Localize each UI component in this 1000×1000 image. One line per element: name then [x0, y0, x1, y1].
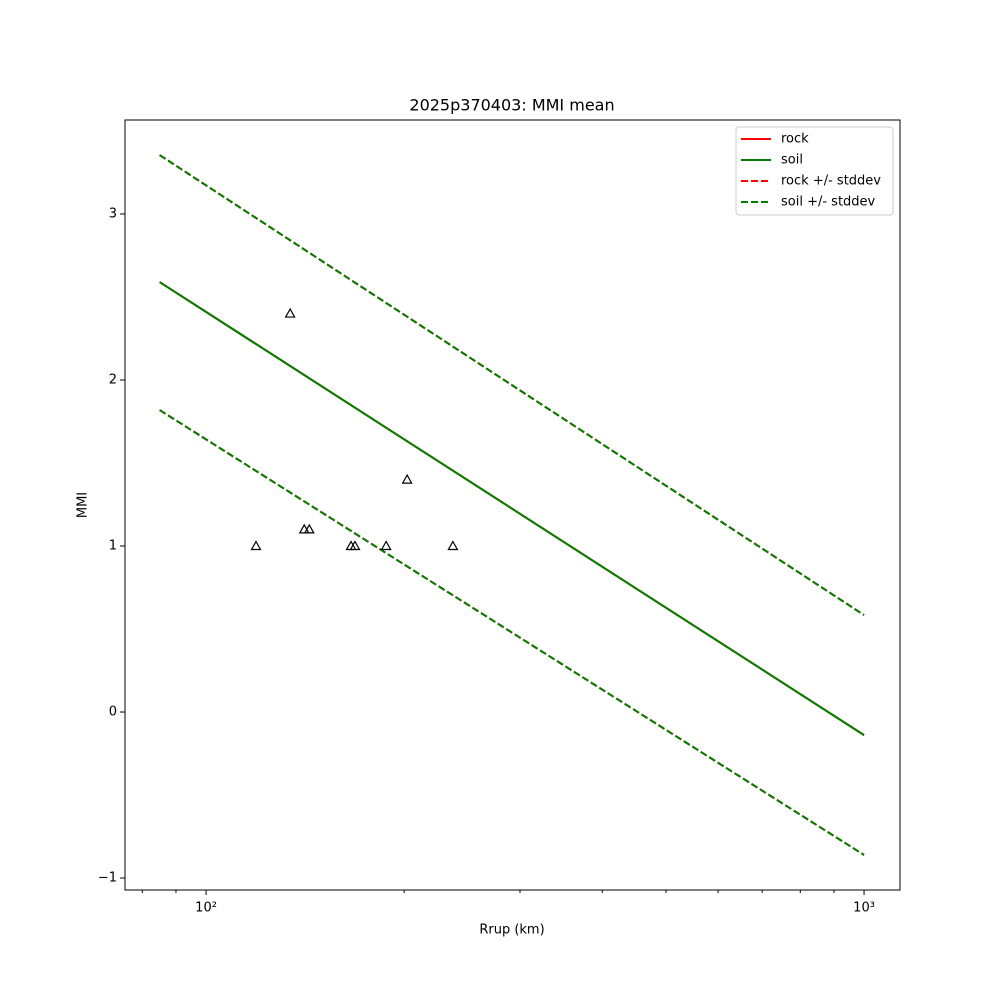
observation-marker: [284, 307, 296, 318]
legend-label: rock +/- stddev: [781, 174, 881, 189]
series-line: [159, 281, 865, 736]
y-axis-label: MMI: [76, 492, 91, 518]
observation-marker: [349, 540, 361, 551]
chart-title: 2025p370403: MMI mean: [409, 96, 614, 115]
y-tick-label: 3: [109, 206, 117, 221]
observation-marker: [401, 473, 413, 484]
observation-marker: [303, 523, 315, 534]
x-tick-label: 10³: [853, 901, 875, 916]
series-line: [159, 409, 865, 856]
y-tick-label: 1: [109, 539, 117, 554]
legend-label: soil: [781, 153, 803, 168]
y-tick-label: 0: [109, 705, 117, 720]
x-tick-label: 10²: [195, 901, 217, 916]
observation-marker: [447, 540, 459, 551]
legend-label: rock: [781, 132, 809, 147]
plot-frame: [124, 119, 901, 891]
observation-marker: [250, 540, 262, 551]
legend-label: soil +/- stddev: [781, 195, 876, 210]
x-axis-label: Rrup (km): [479, 923, 544, 938]
observation-marker: [380, 540, 392, 551]
y-tick-label: 2: [109, 372, 117, 387]
y-tick-label: −1: [98, 871, 117, 886]
legend-box: [735, 126, 894, 216]
series-line: [159, 154, 865, 616]
